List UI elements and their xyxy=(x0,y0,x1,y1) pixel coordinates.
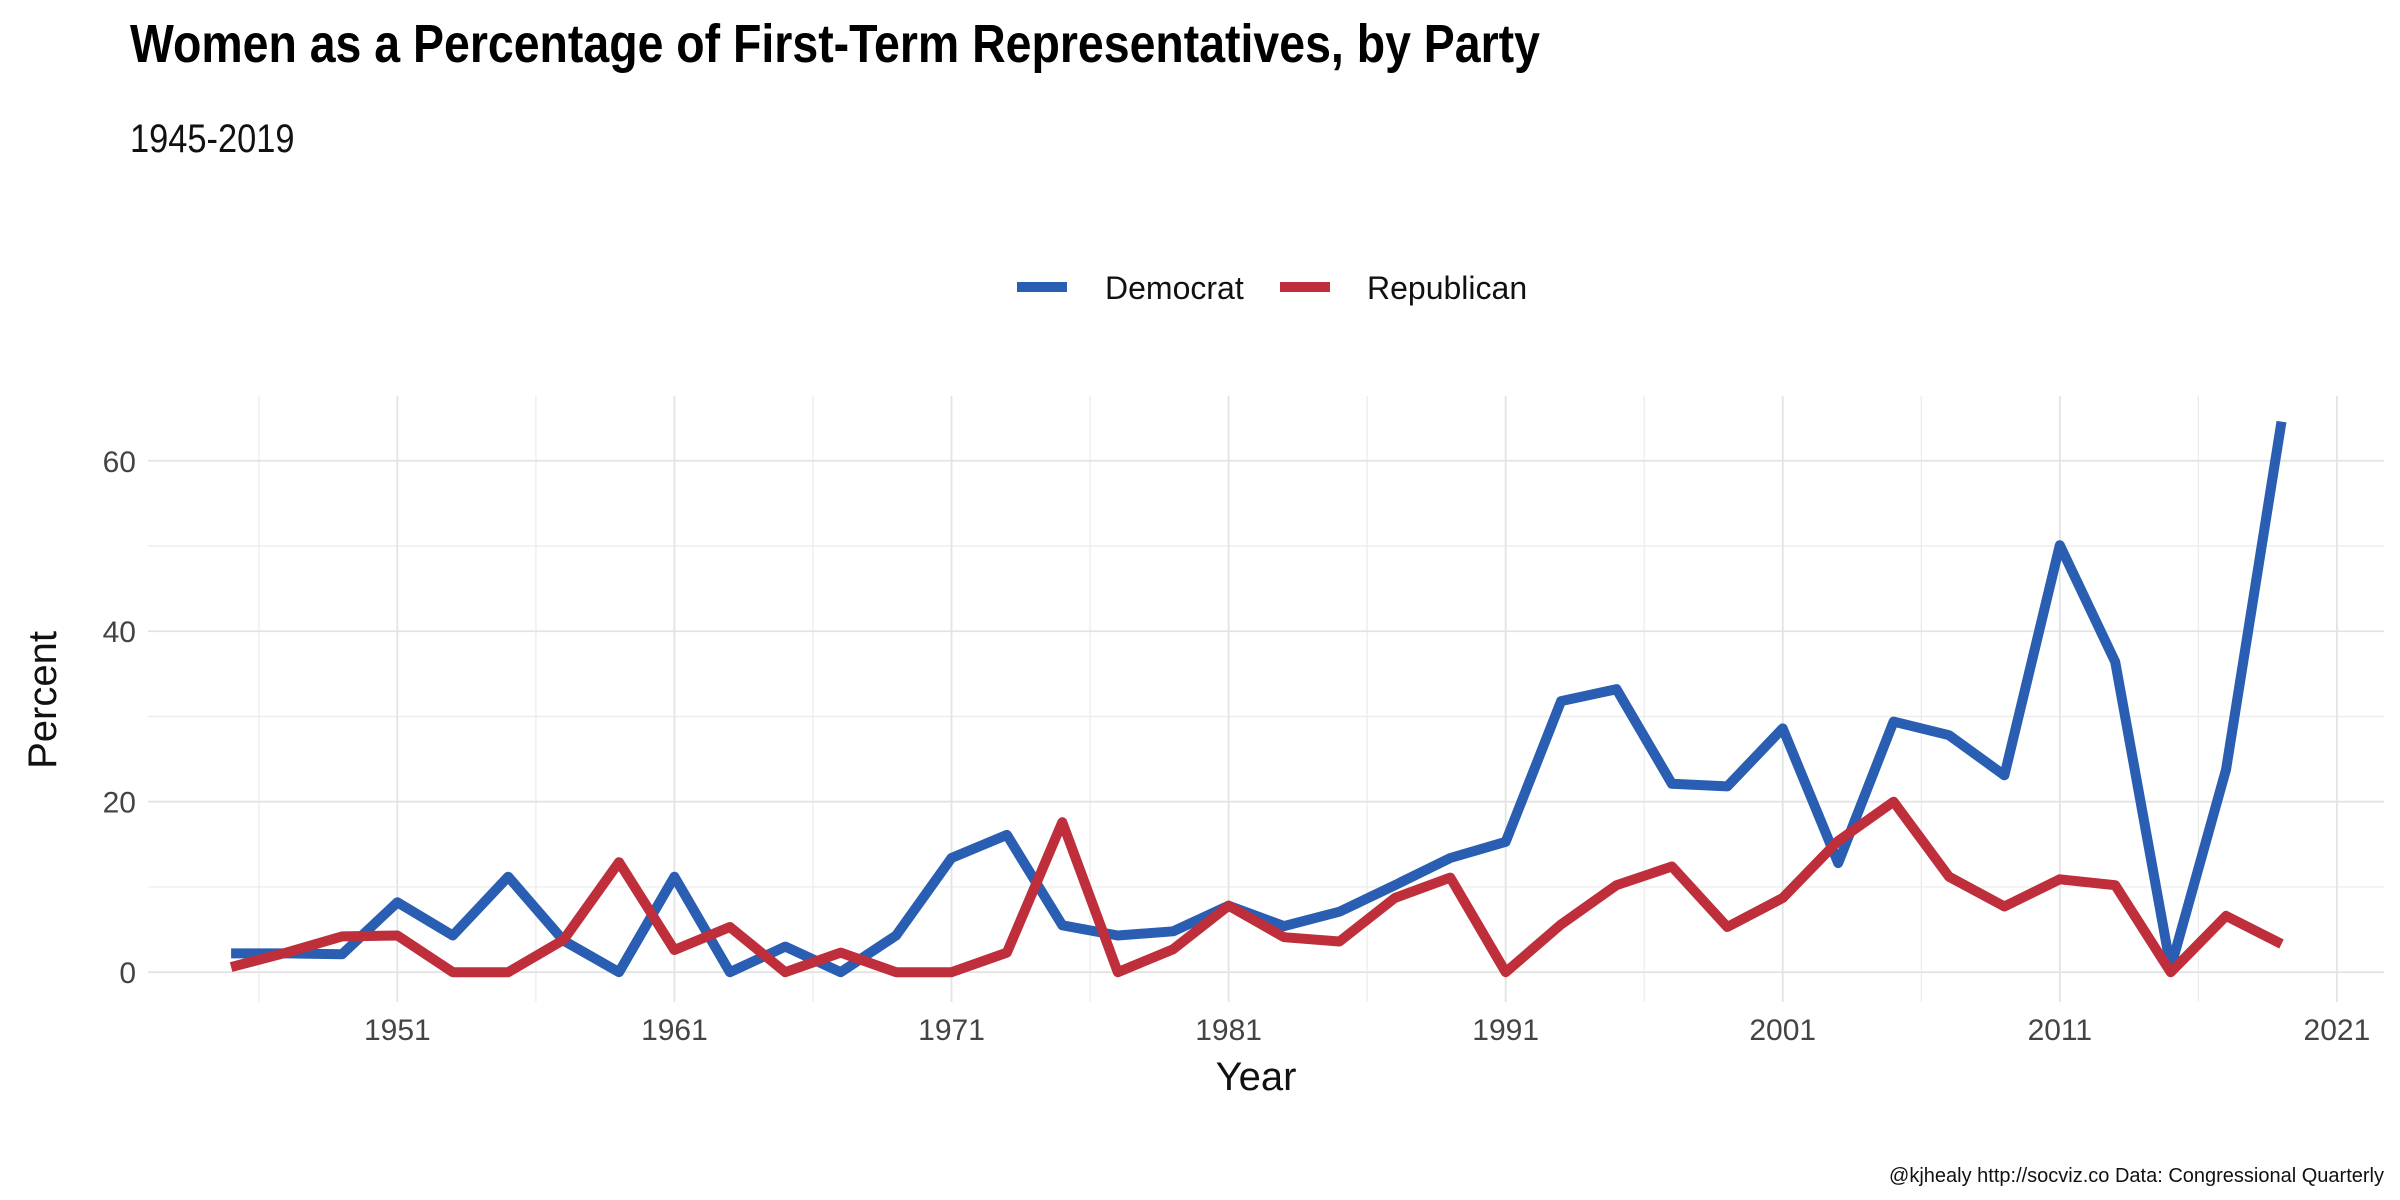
x-tick-label: 1991 xyxy=(1472,1014,1539,1047)
caption: @kjhealy http://socviz.co Data: Congress… xyxy=(1889,1165,2384,1187)
x-axis-ticks: 1951 1961 1971 1981 1991 2001 2011 2021 xyxy=(364,1014,2370,1047)
x-tick-label: 1951 xyxy=(364,1014,431,1047)
x-tick-label: 2001 xyxy=(1749,1014,1816,1047)
legend-label-republican: Republican xyxy=(1367,270,1527,306)
y-tick-label: 0 xyxy=(119,957,136,990)
y-tick-label: 20 xyxy=(103,787,136,820)
legend: Democrat Republican xyxy=(1017,270,1527,306)
x-tick-label: 1971 xyxy=(918,1014,985,1047)
y-axis-title: Percent xyxy=(21,631,65,769)
legend-label-democrat: Democrat xyxy=(1105,270,1244,306)
series-lines xyxy=(229,420,2287,978)
grid xyxy=(148,396,2384,1002)
y-axis-ticks: 0 20 40 60 xyxy=(103,446,136,990)
x-axis-title: Year xyxy=(1216,1055,1297,1099)
y-tick-label: 40 xyxy=(103,616,136,649)
chart-title: Women as a Percentage of First-Term Repr… xyxy=(130,13,1540,74)
x-tick-label: 2021 xyxy=(2304,1014,2371,1047)
y-tick-label: 60 xyxy=(103,446,136,479)
series-line-republican xyxy=(229,796,2284,978)
x-tick-label: 1961 xyxy=(641,1014,708,1047)
x-tick-label: 1981 xyxy=(1195,1014,1262,1047)
chart-subtitle: 1945-2019 xyxy=(130,116,294,161)
x-tick-label: 2011 xyxy=(2028,1014,2093,1047)
